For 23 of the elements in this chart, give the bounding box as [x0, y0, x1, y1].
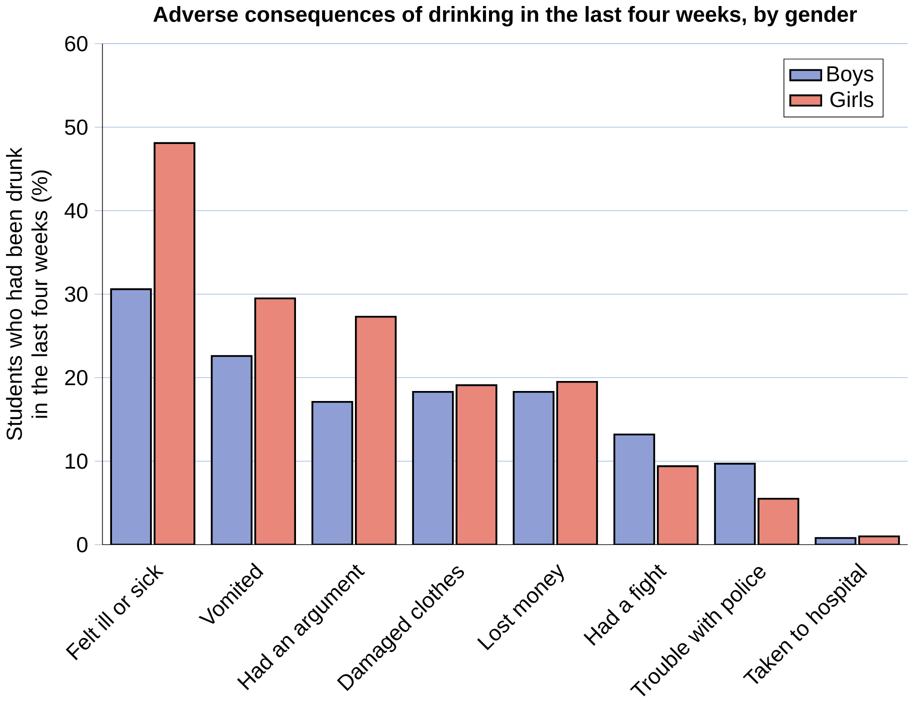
- bar: [311, 401, 354, 545]
- bar: [210, 355, 252, 545]
- bar: [354, 316, 397, 545]
- bar: [714, 462, 756, 545]
- y-tick-label: 30: [64, 286, 88, 302]
- y-axis-title: Students who had been drunk in the last four weeks (%): [6, 147, 52, 440]
- y-tick-label: 60: [65, 36, 88, 52]
- bar: [110, 288, 152, 545]
- y-tick-label: 40: [64, 203, 88, 218]
- x-tick-label: Felt ill or sick: [66, 564, 164, 660]
- bar: [656, 465, 699, 545]
- bar: [613, 434, 656, 545]
- bar: [254, 297, 296, 545]
- chart-title: Adverse consequences of drinking in the last four weeks, by gender: [153, 6, 857, 26]
- y-tick-label: 50: [64, 120, 88, 135]
- bar: [512, 390, 554, 545]
- bar: [556, 380, 598, 545]
- y-tick-label: 0: [77, 537, 88, 552]
- legend-label: Girls: [830, 91, 874, 108]
- legend-label: Boys: [828, 66, 874, 86]
- y-tick-label: 20: [65, 370, 88, 386]
- bar: [412, 390, 454, 545]
- y-tick-label: 10: [66, 454, 88, 469]
